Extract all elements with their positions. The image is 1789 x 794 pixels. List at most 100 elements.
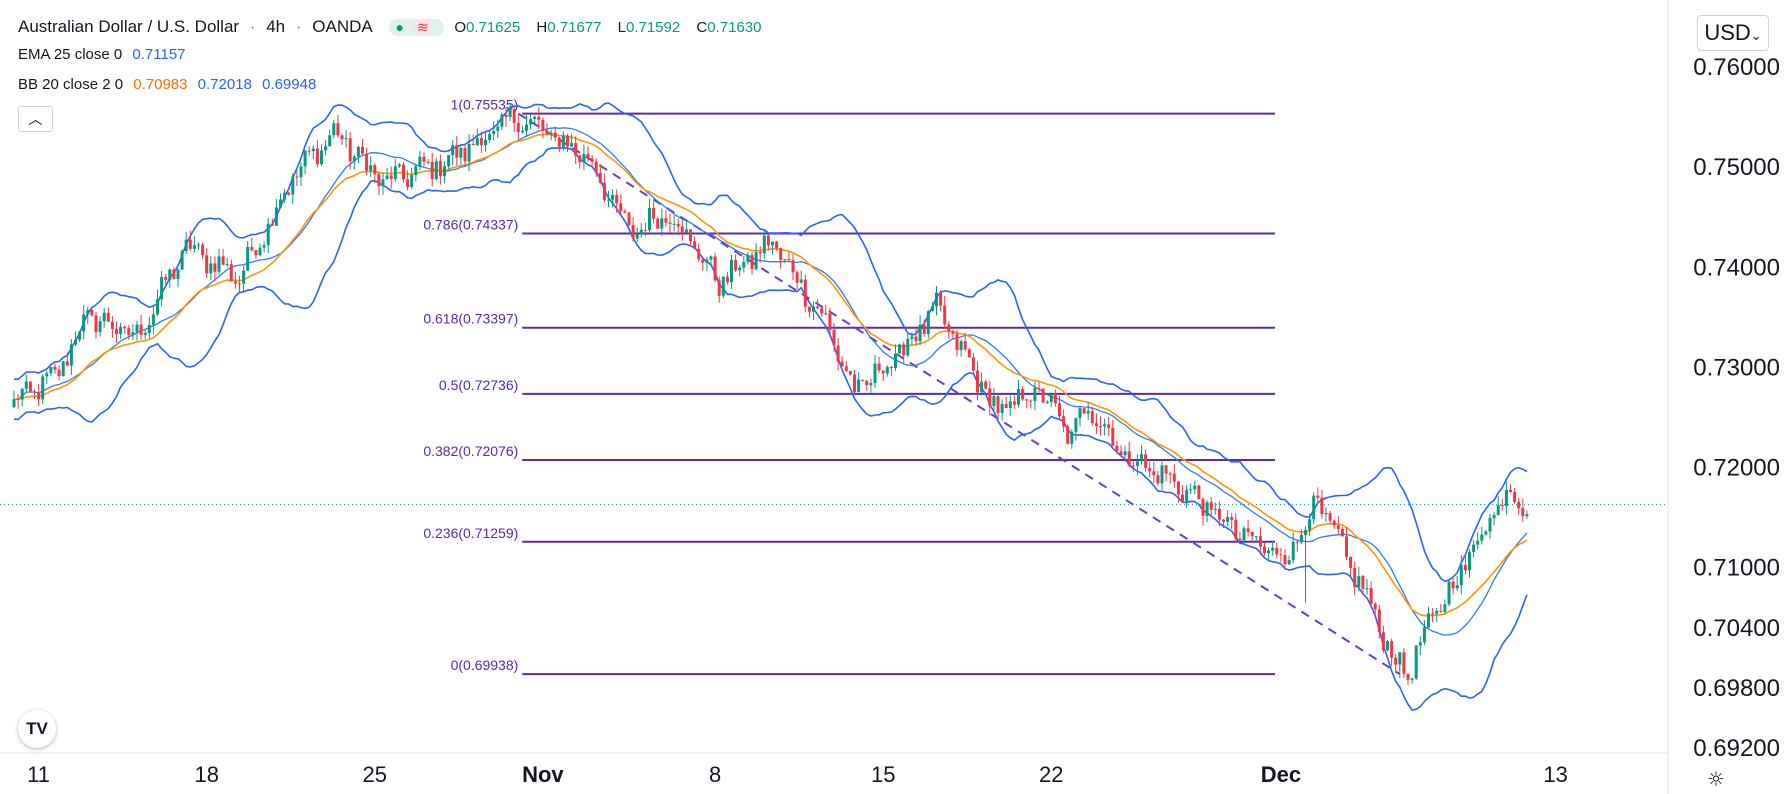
candle-body[interactable] [1111,427,1115,446]
candle-body[interactable] [438,161,442,177]
candle-body[interactable] [238,283,241,285]
candle-body[interactable] [652,207,656,219]
candle-body[interactable] [1049,393,1053,402]
candle-body[interactable] [988,388,992,406]
candle-body[interactable] [664,218,668,223]
candle-body[interactable] [205,255,209,274]
candle-body[interactable] [389,175,393,179]
candle-body[interactable] [110,321,114,329]
candle-body[interactable] [250,246,254,251]
candle-body[interactable] [1435,610,1439,614]
bb-legend[interactable]: BB 20 close 2 0 0.70983 0.72018 0.69948 [18,76,322,93]
candle-body[interactable] [197,244,200,246]
candle-body[interactable] [639,229,643,235]
candle-body[interactable] [1496,504,1500,515]
candle-body[interactable] [225,264,229,266]
candle-body[interactable] [1509,489,1512,493]
candle-body[interactable] [742,261,746,268]
candle-body[interactable] [680,226,684,234]
candle-body[interactable] [574,143,578,156]
candle-body[interactable] [1123,451,1127,456]
candle-body[interactable] [541,119,545,131]
candle-body[interactable] [1135,461,1139,467]
candle-body[interactable] [1275,547,1279,555]
candle-body[interactable] [1258,536,1262,547]
candle-body[interactable] [262,245,266,248]
candle-body[interactable] [1242,528,1246,541]
candle-body[interactable] [553,132,557,138]
candle-body[interactable] [1287,560,1291,565]
candle-body[interactable] [65,361,69,366]
candle-body[interactable] [1480,534,1484,541]
candle-body[interactable] [352,156,356,162]
candle-body[interactable] [1230,517,1234,520]
candle-body[interactable] [902,344,906,356]
candle-body[interactable] [709,256,713,260]
candle-body[interactable] [1193,485,1197,490]
candle-body[interactable] [1304,530,1307,535]
candle-body[interactable] [1082,408,1086,414]
candle-body[interactable] [857,379,861,393]
candle-body[interactable] [45,373,49,377]
candle-body[interactable] [451,145,455,156]
candle-body[interactable] [787,259,791,261]
candle-body[interactable] [935,292,938,307]
candle-body[interactable] [1451,581,1455,589]
candle-body[interactable] [1349,556,1353,568]
candle-body[interactable] [910,336,914,339]
candle-body[interactable] [168,269,172,280]
candle-body[interactable] [1267,550,1271,554]
candle-body[interactable] [1053,393,1057,404]
candle-body[interactable] [1447,581,1451,605]
candle-body[interactable] [1115,445,1119,452]
candle-body[interactable] [643,229,647,231]
candle-body[interactable] [1254,536,1258,538]
interval-label[interactable]: 4h [266,17,286,36]
candle-body[interactable] [479,138,483,146]
candle-body[interactable] [967,349,971,358]
candle-body[interactable] [1086,411,1090,414]
candle-body[interactable] [1381,632,1385,651]
candle-body[interactable] [78,331,82,340]
candle-body[interactable] [1246,528,1250,532]
candle-body[interactable] [914,336,918,342]
candle-body[interactable] [106,312,110,322]
candle-body[interactable] [898,344,902,354]
candle-body[interactable] [258,247,262,256]
candle-body[interactable] [627,212,631,226]
candle-body[interactable] [418,156,422,167]
candle-body[interactable] [426,161,430,163]
candle-body[interactable] [676,223,680,227]
candle-body[interactable] [1365,588,1369,590]
candle-body[interactable] [1353,567,1357,588]
candle-body[interactable] [1418,642,1422,646]
symbol-legend[interactable]: Australian Dollar / U.S. Dollar · 4h · O… [18,17,779,37]
candle-body[interactable] [976,370,979,393]
candle-body[interactable] [180,250,184,270]
candle-body[interactable] [1094,423,1098,427]
candle-body[interactable] [894,353,897,369]
candle-body[interactable] [488,134,492,140]
candle-body[interactable] [356,146,360,157]
candle-body[interactable] [619,203,623,212]
candle-body[interactable] [713,256,717,281]
candle-body[interactable] [1525,514,1529,517]
candle-body[interactable] [49,366,53,374]
candle-body[interactable] [61,361,65,377]
candle-body[interactable] [164,276,168,280]
candle-body[interactable] [147,324,151,333]
candle-body[interactable] [1156,475,1160,484]
candle-body[interactable] [1369,588,1373,605]
candle-body[interactable] [1012,401,1016,405]
candle-body[interactable] [188,239,192,249]
candle-body[interactable] [143,332,147,335]
candle-body[interactable] [156,299,159,315]
candle-body[interactable] [1263,546,1266,554]
candle-body[interactable] [406,179,410,188]
candle-body[interactable] [90,310,94,316]
candle-body[interactable] [381,179,385,187]
candle-body[interactable] [172,269,176,279]
candle-body[interactable] [98,321,102,333]
candle-body[interactable] [1316,495,1320,498]
candle-body[interactable] [947,324,951,332]
